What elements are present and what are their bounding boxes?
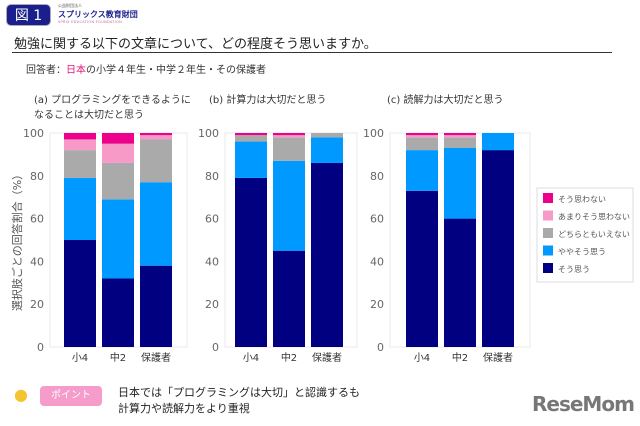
legend-label: そう思わない (558, 195, 606, 204)
bar-segment (64, 139, 96, 151)
y-tick-label: 60 (370, 213, 384, 226)
legend-label: そう思う (558, 265, 590, 274)
y-tick-label: 80 (370, 170, 384, 183)
bar-segment (140, 139, 172, 183)
x-tick-label: 小4 (243, 352, 259, 364)
org-type: 公益財団法人 (58, 3, 82, 8)
y-tick-label: 40 (370, 255, 384, 268)
bar-segment (64, 150, 96, 178)
bar-segment (102, 162, 134, 200)
bar-segment (273, 133, 305, 136)
org-name-en: SPRIX EDUCATION FOUNDATION (58, 20, 123, 24)
bar-segment (273, 135, 305, 138)
legend-swatch (543, 193, 553, 203)
bar-segment (235, 141, 267, 178)
bar-segment (406, 135, 438, 138)
bar-segment (235, 177, 267, 347)
bar-segment (235, 133, 267, 136)
x-tick-label: 小4 (414, 352, 430, 364)
bar-segment (140, 182, 172, 266)
bar-segment (406, 133, 438, 136)
bar-segment (444, 147, 476, 219)
bar-segment (482, 133, 514, 151)
bar-segment (273, 250, 305, 347)
y-tick-label: 80 (205, 170, 219, 183)
chart-a-title-line2: なることは大切だと思う (34, 110, 144, 121)
y-tick-label: 0 (212, 341, 219, 354)
bar-segment (102, 133, 134, 144)
bar-segment (444, 218, 476, 347)
y-tick-label: 40 (205, 255, 219, 268)
legend-label: ややそう思う (558, 248, 606, 257)
bar-segment (140, 135, 172, 140)
y-tick-label: 100 (23, 127, 44, 140)
summary-line2: 計算力や読解力をより重視 (118, 402, 250, 415)
y-tick-label: 20 (30, 298, 44, 311)
legend-swatch (543, 210, 553, 221)
respondents-prefix: 回答者： (26, 65, 66, 76)
legend-label: どちらともいえない (558, 230, 630, 239)
x-tick-label: 小4 (72, 352, 88, 364)
x-tick-label: 保護者 (483, 351, 513, 364)
bar-segment (311, 137, 343, 163)
bar-segment (102, 278, 134, 347)
legend-label: あまりそう思わない (558, 213, 630, 222)
bar-segment (140, 265, 172, 347)
y-tick-label: 20 (370, 298, 384, 311)
legend-swatch (543, 263, 553, 273)
y-tick-label: 0 (37, 341, 44, 354)
bar-segment (444, 137, 476, 148)
figure-badge: 図 1 (6, 4, 51, 26)
summary-line1: 日本では「プログラミングは大切」と認識するも (118, 386, 360, 399)
respondents-highlight: 日本 (66, 65, 86, 76)
bar-segment (406, 137, 438, 151)
y-tick-label: 40 (30, 255, 44, 268)
org-name: スプリックス教育財団 (58, 10, 138, 19)
bar-segment (64, 177, 96, 240)
bar-segment (64, 133, 96, 140)
respondents: 回答者：日本の小学４年生・中学２年生・その保護者 (26, 61, 266, 76)
bar-segment (444, 133, 476, 136)
divider (12, 52, 612, 53)
x-tick-label: 中2 (452, 351, 468, 364)
y-tick-label: 60 (30, 213, 44, 226)
bar-segment (482, 150, 514, 347)
bar-segment (102, 143, 134, 163)
y-tick-label: 60 (205, 213, 219, 226)
bar-segment (140, 133, 172, 136)
y-tick-label: 100 (198, 127, 219, 140)
summary: 日本では「プログラミングは大切」と認識するも 計算力や読解力をより重視 (118, 385, 360, 417)
bar-segment (406, 190, 438, 347)
chart-c-title: (c) 読解力は大切だと思う (387, 95, 504, 106)
bar-segment (311, 133, 343, 138)
bar-segment (273, 137, 305, 161)
y-tick-label: 0 (377, 341, 384, 354)
resemom-logo: ReseMom (532, 392, 635, 416)
bar-segment (64, 240, 96, 347)
x-tick-label: 中2 (110, 351, 126, 364)
chart-b-title: (b) 計算力は大切だと思う (209, 95, 327, 106)
respondents-suffix: の小学４年生・中学２年生・その保護者 (86, 65, 266, 76)
x-tick-label: 中2 (281, 351, 297, 364)
y-axis-label: 選択肢ごとの回答割合（%） (10, 169, 24, 311)
question-title: 勉強に関する以下の文章について、どの程度そう思いますか。 (14, 37, 377, 52)
legend-swatch (543, 245, 553, 256)
chart-a-title-line1: (a) プログラミングをできるように (34, 95, 191, 106)
point-badge: ポイント (40, 386, 102, 406)
y-tick-label: 80 (30, 170, 44, 183)
bar-segment (102, 199, 134, 279)
chart-a-title: (a) プログラミングをできるように なることは大切だと思う (34, 93, 191, 123)
bar-segment (235, 135, 267, 142)
legend-swatch (543, 228, 553, 238)
bar-segment (406, 150, 438, 191)
x-tick-label: 保護者 (141, 351, 171, 364)
bar-segment (311, 162, 343, 347)
bar-segment (444, 135, 476, 138)
y-tick-label: 100 (363, 127, 384, 140)
bar-segment (273, 160, 305, 251)
y-tick-label: 20 (205, 298, 219, 311)
x-tick-label: 保護者 (312, 351, 342, 364)
lightbulb-icon: ● (14, 385, 28, 404)
